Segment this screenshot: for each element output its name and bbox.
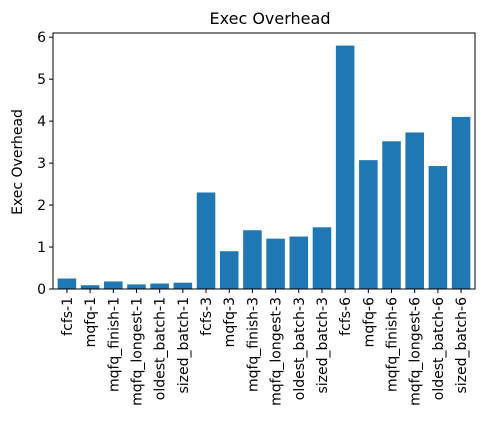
y-tick-label: 4 (37, 114, 46, 130)
bar-sized_batch-6 (451, 116, 471, 290)
x-tick-label: mqfq_finish-3 (245, 297, 261, 392)
x-tick-label: fcfs-1 (60, 297, 76, 336)
bar-mqfq_longest-3 (266, 238, 285, 289)
bar-oldest_batch-3 (289, 236, 309, 289)
bar-fcfs-3 (196, 192, 216, 289)
x-tick-label: mqfq_finish-6 (385, 297, 401, 392)
bar-mqfq-1 (80, 285, 100, 289)
x-tick-label: oldest_batch-1 (153, 297, 169, 400)
y-ticks-group: 0 1 2 3 4 5 6 (37, 30, 53, 298)
bar-fcfs-6 (335, 45, 355, 289)
x-tick-label: mqfq_longest-6 (408, 297, 424, 406)
y-tick-label: 6 (37, 30, 46, 46)
bar-mqfq_finish-6 (382, 141, 401, 289)
x-tick-label: sized_batch-1 (176, 297, 192, 394)
bar-oldest_batch-1 (150, 283, 169, 289)
bar-mqfq-3 (219, 251, 239, 289)
x-ticks-group: fcfs-1 mqfq-1 mqfq_finish-1 mqfq_longest-1 o… (60, 289, 470, 406)
y-tick-label: 1 (37, 240, 46, 256)
bar-mqfq_longest-1 (127, 284, 146, 289)
x-tick-label: fcfs-6 (338, 297, 354, 336)
x-tick-label: mqfq_longest-1 (129, 297, 145, 406)
x-tick-label: oldest_batch-3 (292, 297, 308, 400)
x-tick-label: oldest_batch-6 (431, 297, 447, 400)
y-tick-label: 3 (37, 156, 46, 172)
x-tick-label: mqfq_finish-1 (106, 297, 122, 392)
x-tick-label: mqfq_longest-3 (269, 297, 285, 406)
y-tick-label: 0 (37, 282, 46, 298)
y-tick-label: 2 (37, 198, 46, 214)
x-tick-label: mqfq-6 (361, 297, 377, 347)
x-tick-label: mqfq-1 (83, 297, 99, 347)
bar-sized_batch-1 (173, 282, 193, 289)
bar-mqfq_longest-6 (405, 132, 424, 289)
x-tick-label: sized_batch-3 (315, 297, 331, 394)
y-tick-label: 5 (37, 72, 46, 88)
x-tick-label: fcfs-3 (199, 297, 215, 336)
bar-mqfq_finish-1 (104, 281, 123, 289)
bar-fcfs-1 (57, 278, 77, 289)
x-tick-label: sized_batch-6 (454, 297, 470, 394)
bar-oldest_batch-6 (428, 166, 448, 289)
y-axis-label: Exec Overhead (10, 109, 26, 215)
bars-group (57, 45, 471, 290)
plot-frame (52, 32, 476, 290)
bar-sized_batch-3 (312, 227, 332, 289)
x-tick-label: mqfq-3 (222, 297, 238, 347)
bar-mqfq_finish-3 (243, 230, 262, 289)
bar-mqfq-6 (359, 160, 378, 289)
chart-title: Exec Overhead (210, 9, 331, 28)
